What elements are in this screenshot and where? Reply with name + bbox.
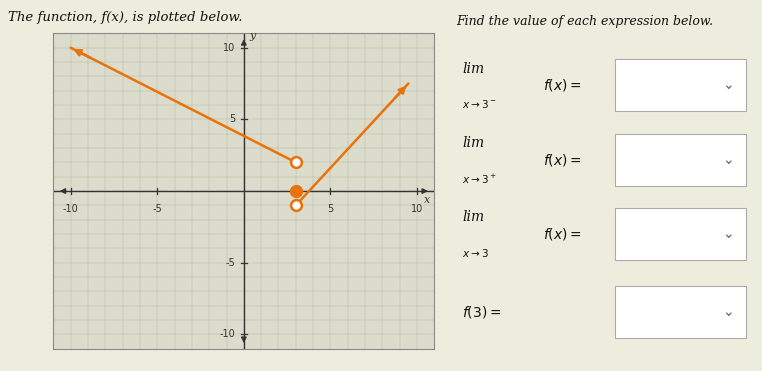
Text: $x \to 3^+$: $x \to 3^+$ <box>462 173 497 186</box>
Text: $f(x) =$: $f(x) =$ <box>543 77 582 93</box>
Text: ⌄: ⌄ <box>722 78 734 92</box>
Text: $f(x) =$: $f(x) =$ <box>543 226 582 242</box>
Text: 5: 5 <box>229 114 235 124</box>
Text: lim: lim <box>462 62 484 76</box>
Text: $f(3) =$: $f(3) =$ <box>462 303 501 320</box>
Text: ⌄: ⌄ <box>722 152 734 167</box>
Text: y: y <box>249 31 255 41</box>
Text: -5: -5 <box>152 204 162 214</box>
Point <box>290 203 302 209</box>
Point <box>290 160 302 165</box>
Text: lim: lim <box>462 136 484 150</box>
Text: ⌄: ⌄ <box>722 227 734 241</box>
Text: ⌄: ⌄ <box>722 305 734 319</box>
Text: x: x <box>424 194 431 204</box>
Text: Find the value of each expression below.: Find the value of each expression below. <box>456 15 713 28</box>
FancyBboxPatch shape <box>615 134 747 186</box>
FancyBboxPatch shape <box>615 208 747 260</box>
Text: The function, f(x), is plotted below.: The function, f(x), is plotted below. <box>8 11 242 24</box>
FancyBboxPatch shape <box>615 286 747 338</box>
Text: 10: 10 <box>411 204 423 214</box>
Text: $x \to 3$: $x \to 3$ <box>462 247 489 259</box>
Text: $f(x) =$: $f(x) =$ <box>543 151 582 168</box>
Text: -10: -10 <box>219 329 235 339</box>
Point <box>290 188 302 194</box>
Text: 10: 10 <box>223 43 235 53</box>
Text: 5: 5 <box>328 204 334 214</box>
Text: lim: lim <box>462 210 484 224</box>
Text: -10: -10 <box>62 204 78 214</box>
Text: -5: -5 <box>226 258 235 268</box>
FancyBboxPatch shape <box>615 59 747 111</box>
Text: $x \to 3^-$: $x \to 3^-$ <box>462 98 497 110</box>
